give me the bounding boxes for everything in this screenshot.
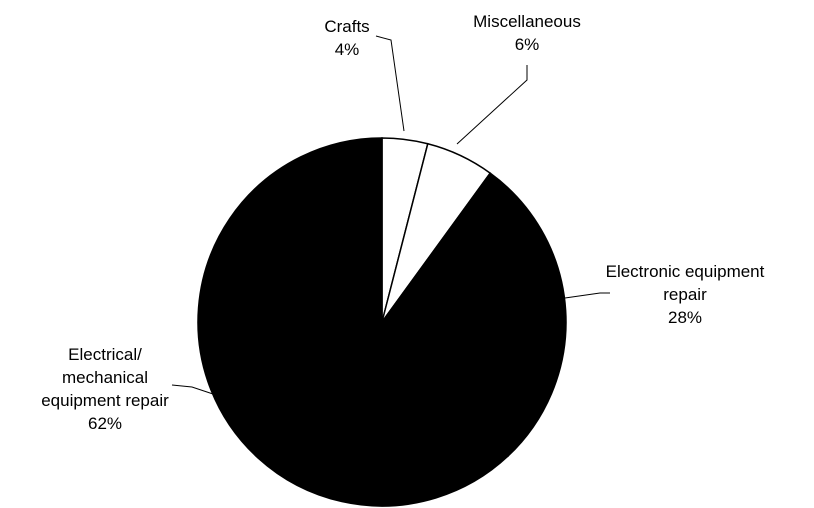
slice-name-label: repair (663, 285, 707, 304)
leader-line (171, 384, 220, 397)
slice-value-label: 62% (88, 414, 122, 433)
slice-value-label: 4% (335, 40, 360, 59)
slice-name-label: Electronic equipment (606, 262, 765, 281)
slice-name-label: mechanical (62, 368, 148, 387)
slice-labels: Crafts 4% Miscellaneous 6% Electronic equipm… (41, 12, 764, 433)
leader-line (456, 65, 528, 145)
leader-line (375, 35, 405, 132)
slice-value-label: 28% (668, 308, 702, 327)
slice-label: Electronic equipment repair 28% (606, 262, 765, 327)
leader-lines (171, 35, 610, 397)
slice-label: Electrical/mechanical equipment repair 62% (41, 345, 169, 433)
slice-name-label: Electrical/ (68, 345, 142, 364)
slice-value-label: 6% (515, 35, 540, 54)
pie-slice-electrical-mechanical-equipment-repair (197, 137, 510, 507)
slice-label: Crafts 4% (324, 17, 369, 59)
leader-line (564, 292, 610, 299)
slice-label: Miscellaneous 6% (473, 12, 581, 54)
slice-name-label: Crafts (324, 17, 369, 36)
slice-name-label: equipment repair (41, 391, 169, 410)
pie-slices (197, 137, 567, 507)
pie-slice-electronic-equipment-repair (381, 172, 567, 458)
slice-name-label: Miscellaneous (473, 12, 581, 31)
